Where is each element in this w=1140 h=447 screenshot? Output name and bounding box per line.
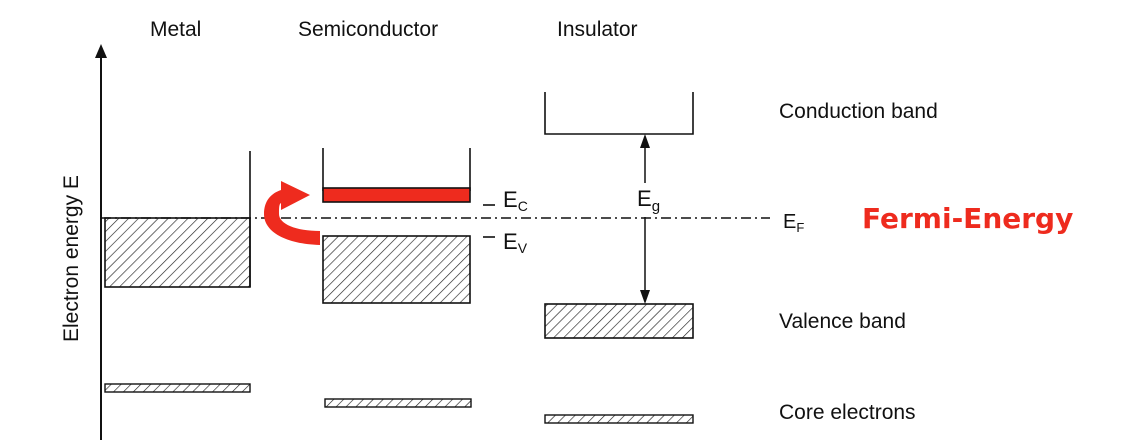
metal-core-band — [104, 383, 251, 393]
eg-label-background — [634, 183, 668, 217]
semiconductor-core-band — [324, 398, 472, 408]
insulator-conduction-band — [544, 92, 694, 135]
ef-label: EF — [783, 211, 804, 235]
excitation-arrow — [264, 181, 320, 245]
core-electrons-label: Core electrons — [779, 401, 916, 424]
ev-label: EV — [503, 229, 528, 256]
semiconductor-valence-band — [322, 235, 471, 304]
band-gap-arrowhead-bottom — [640, 290, 650, 304]
conduction-band-label: Conduction band — [779, 100, 938, 123]
band-gap-arrowhead-top — [640, 134, 650, 148]
insulator-valence-band — [544, 303, 694, 339]
ec-label: EC — [503, 187, 528, 214]
header-insulator: Insulator — [557, 18, 638, 41]
eg-label: Eg — [637, 186, 660, 215]
energy-axis-arrowhead — [95, 44, 107, 58]
fermi-energy-annotation: Fermi-Energy — [862, 202, 1073, 235]
insulator-core-band — [544, 414, 694, 424]
valence-band-label: Valence band — [779, 310, 906, 333]
axis-label-energy: Electron energy E — [60, 175, 83, 342]
metal-filled-band — [104, 217, 251, 288]
header-metal: Metal — [150, 18, 201, 41]
header-semiconductor: Semiconductor — [298, 18, 438, 41]
semiconductor-conduction-band — [322, 187, 471, 203]
